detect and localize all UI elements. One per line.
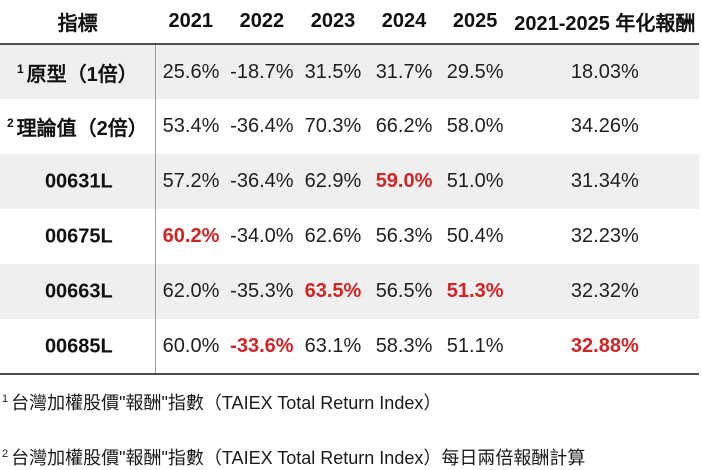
cell-value: 62.0% (162, 280, 220, 302)
col-header-2023: 2023 (310, 10, 356, 32)
table-row-00685L: 00685L 60.0% -33.6% 63.1% 58.3% 51.1% 32… (0, 319, 699, 374)
row-label-text: 00663L (44, 280, 113, 303)
footnote-1-marker: 1 (2, 393, 9, 405)
row-label: 00675L (0, 209, 156, 264)
cell-value: 63.1% (304, 334, 362, 357)
table-row-00631L: 00631L 57.2% -36.4% 62.9% 59.0% 51.0% 31… (0, 154, 699, 209)
cell-value: 25.6% (162, 60, 220, 83)
row-label-text: 00675L (44, 225, 113, 248)
cell-value: -36.4% (230, 170, 294, 192)
row-label: 1 原型（1倍） (0, 44, 156, 99)
cell-value: 29.5% (446, 60, 504, 83)
cell-value: 56.5% (375, 280, 433, 302)
col-header-2025: 2025 (452, 10, 498, 32)
row-label: 2 理論值（2倍） (0, 99, 156, 154)
row-label: 00685L (0, 319, 156, 374)
cell-value: 56.3% (375, 225, 433, 247)
cell-value: 51.0% (446, 170, 504, 192)
footnote-marker: 1 (16, 61, 24, 76)
col-header-2021: 2021 (168, 10, 214, 32)
footnote-2-text: 台灣加權股價"報酬"指數（TAIEX Total Return Index）每日… (11, 448, 586, 468)
cell-value: 34.26% (570, 115, 639, 137)
row-label: 00663L (0, 264, 156, 319)
cell-value: 53.4% (162, 115, 220, 137)
cell-value: 66.2% (375, 115, 433, 137)
footnote-2: 2 台灣加權股價"報酬"指數（TAIEX Total Return Index）每… (2, 444, 702, 470)
cell-value: 31.5% (304, 60, 362, 83)
row-label-text: 原型（1倍） (26, 63, 138, 86)
col-header-2024: 2024 (381, 10, 427, 32)
cell-value: 50.4% (446, 225, 504, 247)
cell-value-highlighted: 51.3% (446, 280, 504, 302)
footnote-marker: 2 (6, 116, 14, 131)
table-row-theoretical-2x: 2 理論值（2倍） 53.4% -36.4% 70.3% 66.2% 58.0% … (0, 99, 699, 154)
row-label: 00631L (0, 154, 156, 209)
cell-value-highlighted: 32.88% (570, 334, 639, 357)
col-header-indicator: 指標 (57, 13, 98, 35)
cell-value-highlighted: 60.2% (162, 225, 220, 247)
row-label-text: 00685L (44, 335, 113, 358)
cell-value: 51.1% (446, 334, 504, 357)
footnote-2-marker: 2 (2, 448, 9, 460)
cell-value: 31.34% (570, 170, 639, 192)
header-row: 指標 2021 2022 2023 2024 2025 2021-2025 年化… (0, 0, 699, 44)
cell-value: 62.6% (304, 225, 362, 247)
row-label-text: 理論值（2倍） (16, 118, 148, 140)
cell-value: 60.0% (162, 334, 220, 357)
cell-value: 58.3% (375, 334, 433, 357)
cell-value: 31.7% (375, 60, 433, 83)
cell-value: 18.03% (570, 60, 639, 83)
table-row-benchmark-1x: 1 原型（1倍） 25.6% -18.7% 31.5% 31.7% 29.5% 1… (0, 44, 699, 99)
table-header: 指標 2021 2022 2023 2024 2025 2021-2025 年化… (0, 0, 699, 44)
footnote-1-text: 台灣加權股價"報酬"指數（TAIEX Total Return Index） (11, 393, 442, 413)
cell-value-highlighted: 59.0% (375, 170, 433, 192)
etf-performance-table: 指標 2021 2022 2023 2024 2025 2021-2025 年化… (0, 0, 699, 374)
cell-value: 58.0% (446, 115, 504, 137)
cell-value: 32.32% (570, 280, 639, 302)
cell-value: -35.3% (230, 280, 294, 302)
cell-value: -34.0% (230, 225, 294, 247)
col-header-2022: 2022 (239, 10, 285, 32)
cell-value: 57.2% (162, 170, 220, 192)
row-label-text: 00631L (44, 170, 113, 193)
footnotes: 1 台灣加權股價"報酬"指數（TAIEX Total Return Index） … (2, 389, 702, 470)
cell-value: 32.23% (570, 225, 639, 247)
cell-value: 62.9% (304, 170, 362, 192)
cell-value-highlighted: -33.6% (230, 334, 294, 357)
cell-value: -36.4% (230, 115, 294, 137)
cell-value: -18.7% (230, 60, 294, 83)
table-row-00675L: 00675L 60.2% -34.0% 62.6% 56.3% 50.4% 32… (0, 209, 699, 264)
table-body: 1 原型（1倍） 25.6% -18.7% 31.5% 31.7% 29.5% 1… (0, 44, 699, 374)
col-header-annualized: 2021-2025 年化報酬 (514, 13, 696, 35)
footnote-1: 1 台灣加權股價"報酬"指數（TAIEX Total Return Index） (2, 389, 702, 415)
cell-value: 70.3% (304, 115, 362, 137)
table-row-00663L: 00663L 62.0% -35.3% 63.5% 56.5% 51.3% 32… (0, 264, 699, 319)
cell-value-highlighted: 63.5% (304, 280, 362, 302)
